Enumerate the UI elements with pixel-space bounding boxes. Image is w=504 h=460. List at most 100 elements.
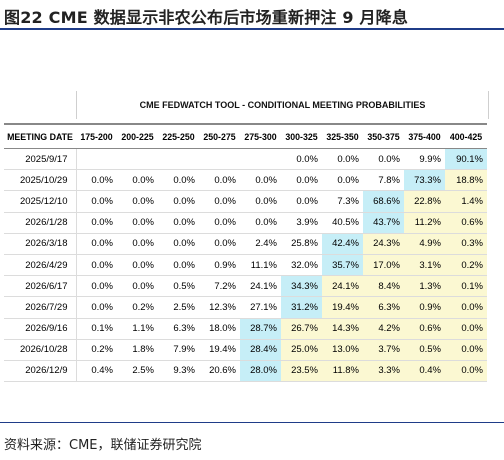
probability-cell: 7.8%	[363, 169, 404, 192]
probability-cell: 0.0%	[117, 275, 158, 298]
column-header: 225-250	[158, 123, 199, 149]
probability-cell: 90.1%	[445, 148, 487, 171]
probability-cell: 28.4%	[240, 339, 281, 361]
probability-cell: 28.0%	[240, 360, 281, 383]
column-header: 350-375	[363, 123, 404, 149]
probability-cell: 7.9%	[158, 339, 199, 361]
probability-cell: 20.6%	[199, 360, 240, 383]
source-note: 资料来源：CME，联储证券研究院	[4, 438, 202, 453]
probability-cell: 17.0%	[363, 254, 404, 277]
probability-cell: 14.3%	[322, 318, 363, 340]
probability-cell: 0.2%	[445, 254, 487, 277]
table-row: 2026/3/18 0.0% 0.0% 0.0% 0.0% 2.4% 25.8% 42.4% 2…	[4, 233, 487, 255]
probability-cell: 0.0%	[281, 148, 322, 171]
probability-cell: 0.0%	[240, 212, 281, 234]
column-header: 325-350	[322, 123, 363, 149]
probability-cell: 4.9%	[404, 233, 445, 255]
probability-cell: 0.0%	[158, 190, 199, 213]
column-header: 300-325	[281, 123, 322, 149]
probability-cell: 0.0%	[117, 169, 158, 192]
column-header: 250-275	[199, 123, 240, 149]
probability-cell: 0.1%	[75, 318, 117, 340]
probability-cell: 0.0%	[75, 296, 117, 319]
probability-cell: 0.1%	[445, 275, 487, 298]
probability-cell	[158, 148, 199, 171]
probability-cell: 0.0%	[240, 190, 281, 213]
probability-cell: 19.4%	[322, 296, 363, 319]
probability-cell: 27.1%	[240, 296, 281, 319]
probability-cell: 73.3%	[404, 169, 445, 192]
probability-cell: 32.0%	[281, 254, 322, 277]
probability-cell: 0.2%	[117, 296, 158, 319]
probability-cell: 6.3%	[158, 318, 199, 340]
table-title: CME FEDWATCH TOOL - CONDITIONAL MEETING …	[76, 91, 489, 119]
probability-cell: 0.0%	[75, 233, 117, 255]
meeting-date: 2026/4/29	[4, 254, 76, 277]
probability-cell: 22.8%	[404, 190, 445, 213]
probability-cell: 11.2%	[404, 212, 445, 234]
probability-cell: 26.7%	[281, 318, 322, 340]
probability-cell: 0.4%	[75, 360, 117, 383]
probability-cell: 0.0%	[322, 169, 363, 192]
probability-cell: 0.0%	[158, 254, 199, 277]
probability-cell: 11.8%	[322, 360, 363, 383]
header-row: MEETING DATE 175-200 200-225 225-250 250-27…	[4, 123, 487, 149]
table-row: 2026/9/16 0.1% 1.1% 6.3% 18.0% 28.7% 26.7% 14.3…	[4, 318, 487, 340]
probability-cell: 24.1%	[322, 275, 363, 298]
column-header: 275-300	[240, 123, 281, 149]
probability-cell: 11.1%	[240, 254, 281, 277]
probability-cell: 0.0%	[117, 212, 158, 234]
column-header: 175-200	[76, 123, 117, 149]
probability-cell	[199, 148, 240, 171]
probability-cell: 0.0%	[199, 233, 240, 255]
probability-cell: 9.9%	[404, 148, 445, 171]
column-header: 200-225	[117, 123, 158, 149]
meeting-date: 2026/3/18	[4, 233, 76, 255]
probability-cell: 2.5%	[158, 296, 199, 319]
probability-cell: 1.3%	[404, 275, 445, 298]
probability-cell: 25.0%	[281, 339, 322, 361]
meeting-date: 2025/9/17	[4, 148, 76, 171]
probability-cell: 3.1%	[404, 254, 445, 277]
probability-cell: 2.5%	[117, 360, 158, 383]
probability-cell: 0.9%	[199, 254, 240, 277]
probability-cell: 0.0%	[117, 190, 158, 213]
probability-cell	[75, 148, 117, 171]
probability-cell: 0.0%	[445, 318, 487, 340]
probability-cell: 6.3%	[363, 296, 404, 319]
row-header: MEETING DATE	[4, 123, 76, 149]
table-row: 2026/7/29 0.0% 0.2% 2.5% 12.3% 27.1% 31.2% 19.4…	[4, 296, 487, 319]
probability-cell: 0.0%	[117, 233, 158, 255]
probability-cell: 0.0%	[158, 169, 199, 192]
probability-cell: 31.2%	[281, 296, 322, 319]
probability-cell: 24.1%	[240, 275, 281, 298]
meeting-date: 2026/9/16	[4, 318, 76, 340]
probability-cell: 1.4%	[445, 190, 487, 213]
probability-table: MEETING DATE 175-200 200-225 225-250 250-27…	[4, 123, 487, 383]
meeting-date: 2025/12/10	[4, 190, 76, 213]
probability-cell: 0.0%	[158, 233, 199, 255]
table-row: 2026/6/17 0.0% 0.0% 0.5% 7.2% 24.1% 34.3% 24.1%…	[4, 275, 487, 298]
probability-cell: 28.7%	[240, 318, 281, 340]
table-row: 2026/10/28 0.2% 1.8% 7.9% 19.4% 28.4% 25.0% 13.…	[4, 339, 487, 361]
probability-cell: 68.6%	[363, 190, 404, 213]
probability-cell: 43.7%	[363, 212, 404, 234]
probability-cell: 0.0%	[199, 190, 240, 213]
meeting-date: 2026/6/17	[4, 275, 76, 298]
probability-cell: 3.3%	[363, 360, 404, 383]
probability-cell: 0.0%	[75, 212, 117, 234]
meeting-date: 2026/12/9	[4, 360, 76, 383]
probability-cell: 0.0%	[240, 169, 281, 192]
probability-cell: 0.0%	[117, 254, 158, 277]
probability-cell: 40.5%	[322, 212, 363, 234]
probability-cell: 1.8%	[117, 339, 158, 361]
probability-cell: 0.0%	[158, 212, 199, 234]
probability-cell: 0.0%	[281, 169, 322, 192]
probability-cell: 0.0%	[322, 148, 363, 171]
probability-cell: 19.4%	[199, 339, 240, 361]
meeting-date: 2025/10/29	[4, 169, 76, 192]
probability-cell: 9.3%	[158, 360, 199, 383]
probability-cell: 42.4%	[322, 233, 363, 255]
figure-title: 图22 CME 数据显示非农公布后市场重新押注 9 月降息	[4, 8, 409, 27]
probability-cell	[117, 148, 158, 171]
